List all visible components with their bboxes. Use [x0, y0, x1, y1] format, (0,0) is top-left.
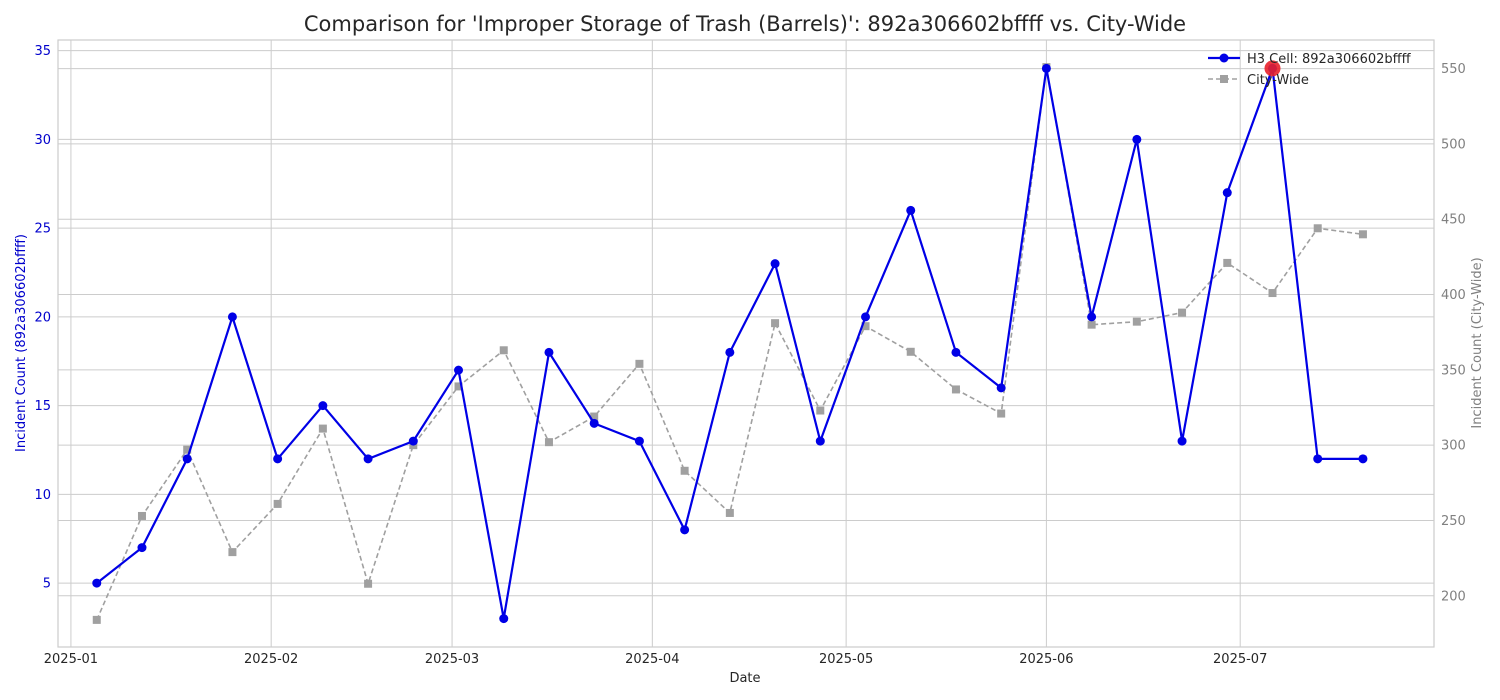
- x-tick-label: 2025-06: [1019, 652, 1073, 667]
- y-tick-label-right: 500: [1441, 137, 1466, 152]
- data-point-city-wide: [1223, 258, 1232, 267]
- data-point-city-wide: [1178, 308, 1187, 317]
- x-axis-label: Date: [729, 671, 760, 686]
- data-point-h3-cell: [1313, 454, 1323, 464]
- legend: H3 Cell: 892a306602bffff City-Wide: [1208, 52, 1412, 88]
- data-point-city-wide: [364, 579, 373, 588]
- x-tick-label: 2025-02: [244, 652, 298, 667]
- x-tick-label: 2025-01: [44, 652, 98, 667]
- data-point-city-wide: [906, 347, 915, 356]
- data-point-city-wide: [1132, 317, 1141, 326]
- data-point-h3-cell: [725, 347, 735, 357]
- data-point-h3-cell: [634, 436, 644, 446]
- plot-frame: [57, 39, 1435, 648]
- data-point-h3-cell: [1177, 436, 1187, 446]
- grid-layer: [58, 40, 1434, 647]
- series-line-city-wide: [96, 66, 1364, 621]
- y-axis-label-right: Incident Count (City-Wide): [1470, 257, 1485, 428]
- series-layer: [92, 60, 1368, 624]
- data-point-h3-cell: [996, 383, 1006, 393]
- x-tick-label: 2025-05: [819, 652, 873, 667]
- data-point-city-wide: [861, 322, 870, 331]
- data-point-h3-cell: [680, 525, 690, 535]
- data-point-h3-cell: [499, 614, 509, 624]
- data-point-h3-cell: [454, 365, 464, 375]
- x-tick-label: 2025-03: [425, 652, 479, 667]
- data-point-city-wide: [183, 445, 192, 454]
- data-point-h3-cell: [92, 578, 102, 588]
- y-tick-label-right: 400: [1441, 288, 1466, 303]
- chart-title: Comparison for 'Improper Storage of Tras…: [304, 12, 1186, 36]
- data-point-h3-cell: [1132, 134, 1142, 144]
- data-point-city-wide: [454, 382, 463, 391]
- legend-marker-h3-cell: [1219, 53, 1229, 63]
- ticks-layer: 2025-01 2025-02 2025-03 2025-04 2025-05 2025-…: [34, 44, 1465, 667]
- data-point-h3-cell: [273, 454, 283, 464]
- data-point-city-wide: [771, 319, 780, 328]
- y-tick-label-left: 35: [34, 44, 51, 59]
- y-tick-label-right: 350: [1441, 363, 1466, 378]
- data-point-city-wide: [725, 508, 734, 517]
- y-tick-label-right: 550: [1441, 62, 1466, 77]
- data-point-h3-cell: [1087, 312, 1097, 322]
- data-point-city-wide: [273, 499, 282, 508]
- data-point-h3-cell: [318, 401, 328, 411]
- data-point-city-wide: [951, 385, 960, 394]
- y-tick-label-left: 5: [43, 577, 51, 592]
- y-axis-label-left: Incident Count (892a306602bffff): [14, 234, 29, 452]
- data-point-h3-cell: [815, 436, 825, 446]
- data-point-city-wide: [997, 409, 1006, 418]
- data-point-h3-cell: [906, 205, 916, 215]
- legend-label-city-wide: City-Wide: [1247, 73, 1309, 88]
- data-point-city-wide: [544, 438, 553, 447]
- legend-marker-city-wide: [1220, 75, 1228, 83]
- y-tick-label-left: 20: [34, 310, 51, 325]
- y-tick-label-right: 200: [1441, 589, 1466, 604]
- highlight-point: [1264, 60, 1281, 77]
- y-tick-label-left: 15: [34, 399, 51, 414]
- data-point-city-wide: [228, 548, 237, 557]
- data-point-h3-cell: [1222, 188, 1232, 198]
- data-point-h3-cell: [137, 543, 147, 553]
- data-point-h3-cell: [589, 418, 599, 428]
- data-point-city-wide: [1313, 224, 1322, 233]
- y-tick-label-right: 300: [1441, 439, 1466, 454]
- y-tick-label-left: 25: [34, 222, 51, 237]
- data-point-h3-cell: [1358, 454, 1368, 464]
- data-point-h3-cell: [861, 312, 871, 322]
- x-tick-label: 2025-04: [625, 652, 679, 667]
- x-tick-label: 2025-07: [1213, 652, 1267, 667]
- data-point-city-wide: [1268, 289, 1277, 298]
- data-point-city-wide: [318, 424, 327, 433]
- y-tick-label-right: 450: [1441, 213, 1466, 228]
- data-point-h3-cell: [1041, 63, 1051, 73]
- data-point-city-wide: [137, 511, 146, 520]
- data-point-h3-cell: [951, 347, 961, 357]
- data-point-city-wide: [680, 466, 689, 475]
- y-tick-label-right: 250: [1441, 514, 1466, 529]
- series-line-h3-cell: [96, 68, 1363, 619]
- y-tick-label-left: 10: [34, 488, 51, 503]
- data-point-city-wide: [635, 359, 644, 368]
- y-tick-label-left: 30: [34, 133, 51, 148]
- data-point-h3-cell: [227, 312, 237, 322]
- data-point-h3-cell: [182, 454, 192, 464]
- data-point-city-wide: [92, 615, 101, 624]
- legend-label-h3-cell: H3 Cell: 892a306602bffff: [1247, 52, 1412, 67]
- data-point-city-wide: [499, 346, 508, 355]
- data-point-h3-cell: [544, 347, 554, 357]
- data-point-h3-cell: [363, 454, 373, 464]
- data-point-h3-cell: [408, 436, 418, 446]
- data-point-city-wide: [1358, 230, 1367, 239]
- data-point-city-wide: [816, 406, 825, 415]
- data-point-h3-cell: [770, 259, 780, 269]
- data-point-city-wide: [590, 412, 599, 421]
- data-point-city-wide: [1087, 320, 1096, 329]
